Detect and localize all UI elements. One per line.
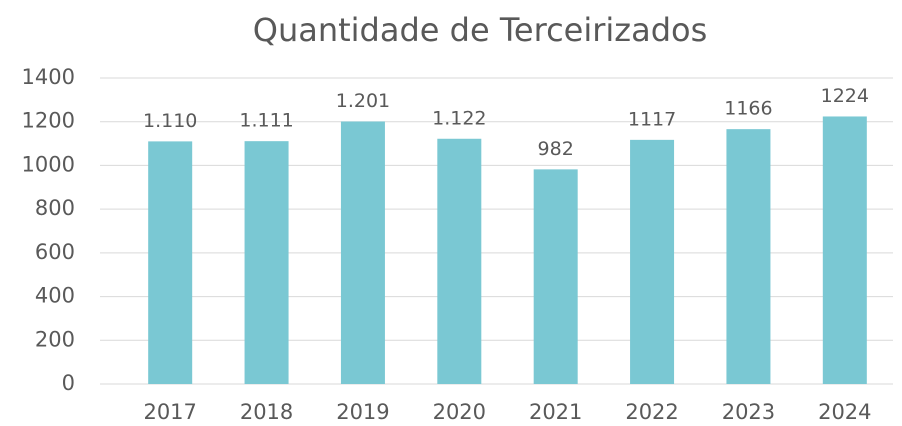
value-label: 982 xyxy=(538,138,574,160)
x-tick-label: 2017 xyxy=(143,400,196,424)
bar xyxy=(340,121,385,384)
x-tick-label: 2019 xyxy=(336,400,389,424)
x-tick-label: 2018 xyxy=(240,400,293,424)
chart-title: Quantidade de Terceirizados xyxy=(253,11,708,49)
y-tick-label: 200 xyxy=(35,327,75,351)
y-tick-label: 800 xyxy=(35,196,75,220)
bar xyxy=(437,138,482,384)
y-tick-label: 600 xyxy=(35,240,75,264)
y-tick-label: 400 xyxy=(35,284,75,308)
bar xyxy=(533,169,578,384)
value-label: 1.111 xyxy=(239,110,293,132)
value-label: 1.122 xyxy=(432,107,486,129)
y-tick-label: 0 xyxy=(62,371,75,395)
bar xyxy=(630,139,675,384)
x-tick-label: 2021 xyxy=(529,400,582,424)
x-tick-label: 2023 xyxy=(722,400,775,424)
y-tick-label: 1400 xyxy=(22,65,75,89)
bar xyxy=(822,116,867,385)
y-tick-label: 1000 xyxy=(22,152,75,176)
value-label: 1224 xyxy=(821,85,869,107)
value-label: 1166 xyxy=(724,98,772,120)
value-label: 1.110 xyxy=(143,110,197,132)
y-tick-label: 1200 xyxy=(22,109,75,133)
bar xyxy=(726,129,771,384)
x-tick-label: 2020 xyxy=(433,400,486,424)
bar xyxy=(244,141,289,384)
x-tick-label: 2024 xyxy=(818,400,871,424)
value-label: 1117 xyxy=(628,108,676,130)
x-tick-label: 2022 xyxy=(625,400,678,424)
bar xyxy=(148,141,193,384)
value-label: 1.201 xyxy=(336,90,390,112)
